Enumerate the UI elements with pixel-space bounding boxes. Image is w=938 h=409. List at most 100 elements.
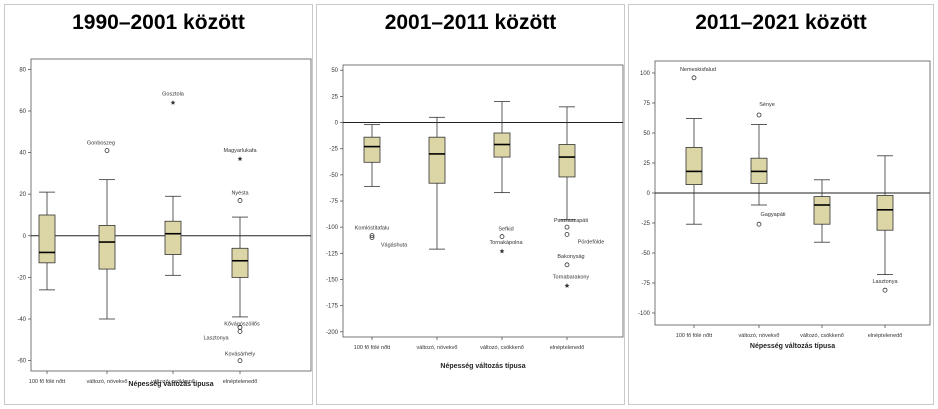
box-4	[231, 216, 249, 318]
outlier-star	[237, 156, 243, 161]
outlier-circle	[369, 235, 375, 241]
box-1	[38, 191, 56, 291]
box-3	[493, 101, 511, 194]
outlier-circle	[756, 112, 762, 118]
x-category-label: 100 fő fölé nőtt	[354, 345, 391, 351]
outlier-label: Komlóstitafalu	[355, 226, 390, 232]
y-tick-label: -100	[326, 225, 339, 231]
y-tick-label: -60	[17, 359, 26, 365]
outlier-label: Pördefölde	[578, 239, 605, 245]
y-tick-label: 75	[643, 101, 650, 107]
outlier-label: Tornabarakony	[553, 275, 590, 281]
y-tick-label: -50	[329, 173, 338, 179]
iqr-box	[363, 136, 381, 163]
x-category-label: változó, csökkenő	[151, 379, 195, 385]
box-3	[813, 179, 831, 243]
chart-title: 1990–2001 között	[72, 11, 245, 34]
iqr-box	[38, 214, 56, 264]
box-4	[558, 106, 576, 221]
outlier-label: Kovásárhely	[225, 352, 256, 358]
outlier-label: Tornakápolna	[489, 240, 523, 246]
iqr-box	[164, 220, 182, 255]
outlier-label: Nyésta	[231, 190, 249, 196]
outlier-circle	[564, 232, 570, 237]
outlier-label: Lasztonya	[872, 279, 898, 285]
x-axis-label: Népesség változás típusa	[128, 381, 213, 388]
iqr-box	[685, 146, 703, 185]
y-tick-label: -25	[329, 147, 338, 153]
outlier-circle	[756, 221, 762, 227]
outlier-label: Gonboszeg	[87, 141, 115, 147]
iqr-box	[98, 224, 116, 270]
iqr-box	[231, 247, 249, 278]
outlier-circle	[564, 262, 570, 268]
outlier-circle	[691, 75, 697, 81]
x-axis-label: Népesség változás típusa	[440, 363, 525, 370]
boxplot-2001-2011: 50 25 0 -25 -50 -75 -100 -125 -150 -175 -200 100 fő…	[326, 64, 624, 370]
y-tick-label: -150	[326, 277, 339, 283]
outlier-circle	[564, 224, 570, 230]
x-category-label: 100 fő fölé nőtt	[676, 333, 713, 339]
boxplot-2011-2021: 100 75 50 25 0 -25 -50 -75 -100 100 fő fölé nőtt v…	[638, 60, 931, 350]
y-tick-label: -40	[17, 317, 26, 323]
y-tick-label: -125	[326, 251, 339, 257]
outlier-star	[499, 248, 505, 254]
outlier-label: Nemeskisfalud	[680, 67, 716, 73]
box-2	[750, 124, 768, 206]
outlier-label: Bakonyság	[557, 254, 584, 260]
iqr-box	[876, 194, 894, 231]
outlier-label: Lasztonya	[203, 335, 229, 341]
y-tick-label: 25	[643, 161, 650, 167]
y-tick-label: 0	[335, 121, 339, 127]
x-axis-label: Népesség változás típusa	[750, 343, 835, 350]
boxplot-1990-2001: -60 -40 -20 0 20 40 60 80 100 fő fölé nőtt változ…	[17, 58, 312, 388]
x-category-label: 100 fő fölé nőtt	[29, 379, 66, 385]
outlier-circle	[104, 148, 110, 153]
outlier-circle	[882, 287, 888, 293]
plot-area	[342, 64, 624, 338]
outlier-label: Pusztaszapáti	[554, 218, 588, 224]
box-2	[98, 179, 116, 320]
box-2	[428, 116, 446, 250]
y-tick-label: -75	[641, 281, 650, 287]
outlier-circle	[237, 329, 243, 334]
y-tick-label: 25	[331, 94, 338, 100]
outlier-label: Sénye	[759, 102, 775, 108]
x-category-label: változó, növekvő	[739, 333, 780, 339]
y-tick-label: 50	[331, 68, 338, 74]
y-tick-label: 0	[647, 191, 651, 197]
y-tick-label: 60	[19, 109, 26, 115]
outlier-circle	[369, 233, 375, 238]
y-tick-label: 100	[640, 71, 651, 77]
chart-title: 2001–2011 között	[384, 11, 557, 34]
outlier-circle	[499, 234, 505, 239]
x-category-label: elnéptelenedő	[550, 345, 585, 351]
outlier-circle	[237, 198, 243, 203]
outlier-label: Sefkid	[498, 227, 513, 233]
y-tick-label: -200	[326, 330, 339, 336]
iqr-box	[813, 196, 831, 225]
y-tick-label: -175	[326, 304, 339, 310]
x-category-label: elnéptelenedő	[868, 333, 903, 339]
y-tick-label: 0	[23, 234, 27, 240]
box-3	[164, 195, 182, 276]
box-4	[876, 155, 894, 276]
outlier-label: Gosztola	[162, 92, 185, 98]
plot-area	[30, 58, 312, 372]
panel-2001-2011: 2001–2011 között 50 25 0 -25 -50 -75 -100 -125 -…	[316, 4, 625, 405]
y-tick-label: 80	[19, 67, 26, 73]
y-tick-label: 50	[643, 131, 650, 137]
iqr-box	[558, 144, 576, 178]
y-tick-label: 20	[19, 192, 26, 198]
box-1	[685, 118, 703, 225]
chart-title: 2011–2021 között	[695, 11, 867, 34]
box-1	[363, 124, 381, 187]
iqr-box	[428, 136, 446, 184]
panel-1990-2001: 1990–2001 között -60 -40 -20 0 20 40 60 80 100 f…	[4, 4, 313, 405]
y-tick-label: 40	[19, 151, 26, 157]
y-tick-label: -50	[641, 251, 650, 257]
x-category-label: változó, csökkenő	[800, 333, 844, 339]
y-tick-label: -75	[329, 199, 338, 205]
outlier-label: Vágáshuta	[381, 243, 408, 249]
